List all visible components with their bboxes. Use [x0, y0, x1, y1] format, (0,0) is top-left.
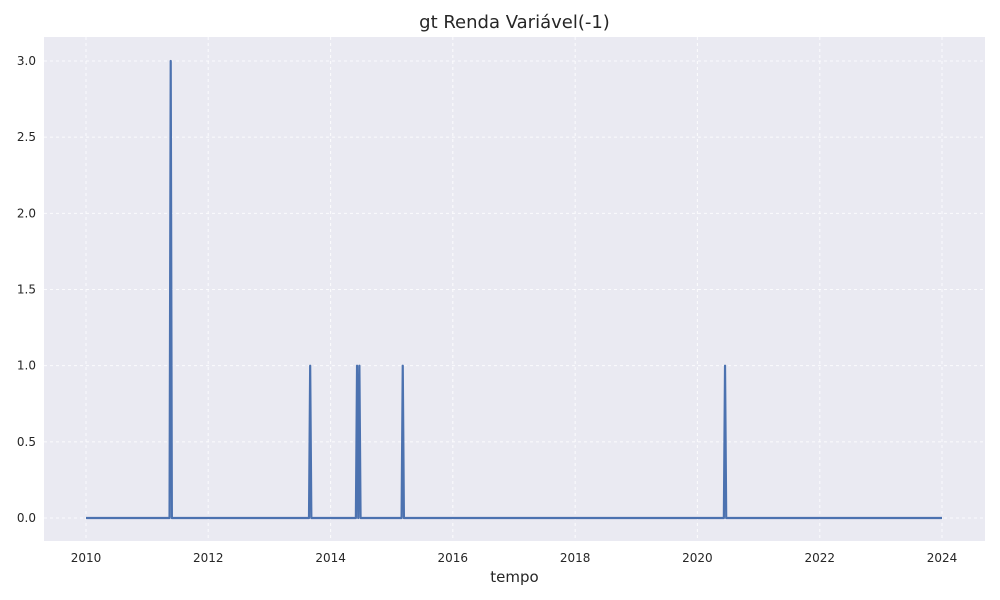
x-axis-label: tempo	[490, 568, 538, 586]
x-tick-label: 2022	[805, 551, 836, 565]
x-tick-label: 2018	[560, 551, 591, 565]
series-group	[86, 59, 942, 520]
y-tick-label: 1.5	[17, 283, 36, 297]
series-line	[86, 59, 942, 520]
y-tick-label: 0.5	[17, 435, 36, 449]
chart-title: gt Renda Variável(-1)	[419, 12, 610, 33]
x-tick-label: 2024	[927, 551, 958, 565]
y-axis: 0.0 0.5 1.0 1.5 2.0 2.5 3.0	[17, 54, 36, 525]
x-tick-label: 2020	[682, 551, 713, 565]
y-tick-label: 3.0	[17, 54, 36, 68]
y-tick-label: 1.0	[17, 359, 36, 373]
x-tick-label: 2014	[315, 551, 346, 565]
y-tick-label: 0.0	[17, 511, 36, 525]
x-tick-label: 2016	[438, 551, 469, 565]
x-tick-label: 2010	[71, 551, 102, 565]
x-axis: 2010 2012 2014 2016 2018 2020 2022 2024	[71, 551, 958, 565]
y-tick-label: 2.0	[17, 206, 36, 220]
y-tick-label: 2.5	[17, 130, 36, 144]
x-tick-label: 2012	[193, 551, 224, 565]
